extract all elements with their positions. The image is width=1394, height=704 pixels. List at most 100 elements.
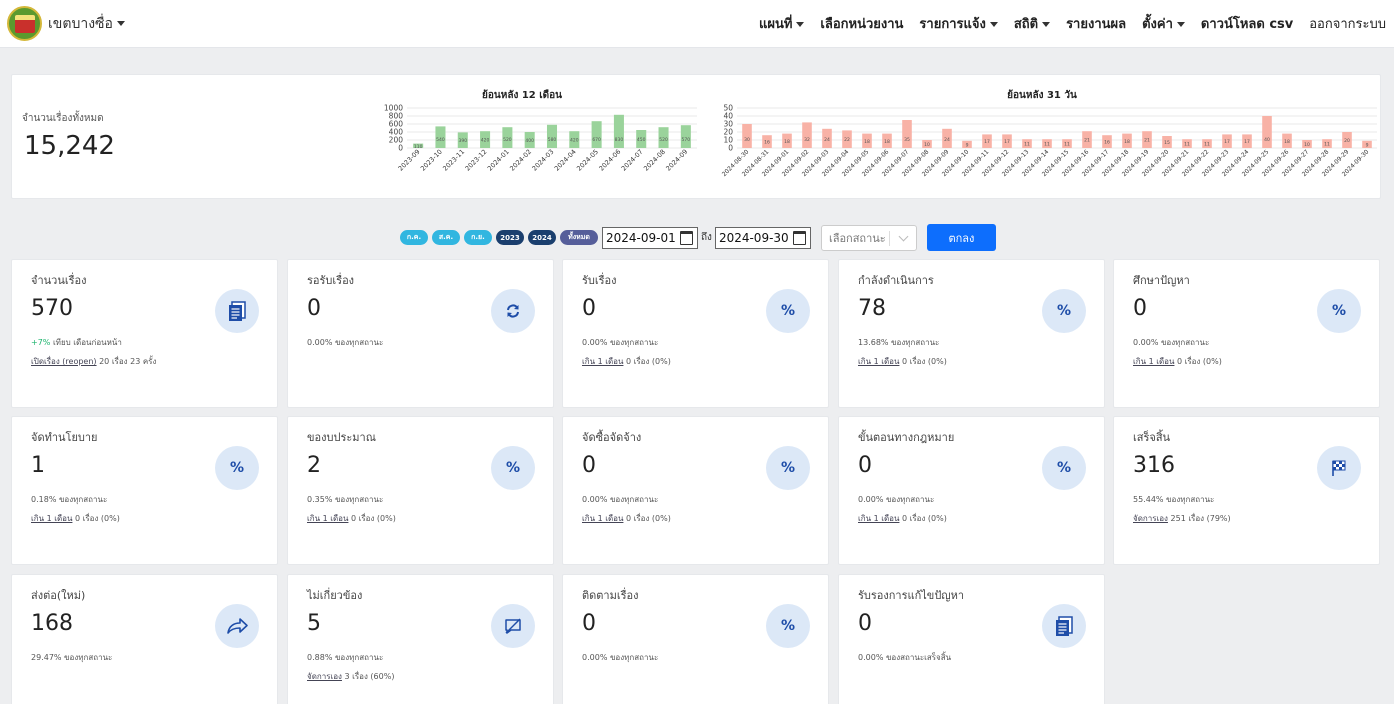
nav-item-5[interactable]: ตั้งค่า — [1142, 13, 1185, 34]
daily-bar-chart: 01020304050302024-08-30162024-08-3118202… — [721, 104, 1377, 178]
stat-link[interactable]: เกิน 1 เดือน — [582, 514, 624, 523]
bar — [862, 133, 872, 148]
stat-title: รับรองการแก้ไขปัญหา — [858, 589, 965, 602]
bar — [1122, 133, 1132, 148]
overview-card: จำนวนเรื่องทั้งหมด 15,242 ย้อนหลัง 12 เด… — [11, 74, 1381, 199]
stat-value: 0 — [1133, 296, 1147, 321]
y-tick-label: 800 — [389, 112, 404, 121]
nav-item-label: รายงานผล — [1066, 16, 1127, 32]
stat-subtext: 0.00% ของทุกสถานะ — [582, 493, 658, 506]
stat-link[interactable]: จัดการเอง — [307, 672, 342, 681]
bar — [1202, 139, 1212, 148]
x-tick-label: 2024-08 — [642, 148, 667, 173]
bar — [636, 130, 647, 148]
nav-item-2[interactable]: รายการแจ้ง — [919, 13, 998, 34]
stat-link-detail: 0 เรื่อง (0%) — [623, 514, 671, 523]
bar-data-label: 450 — [637, 137, 646, 143]
stat-link-detail: 0 เรื่อง (0%) — [899, 514, 947, 523]
bar-data-label: 11 — [1184, 142, 1190, 148]
nav-item-3[interactable]: สถิติ — [1014, 13, 1051, 34]
y-tick-label: 10 — [723, 136, 733, 145]
stat-card: รับเรื่อง 0 0.00% ของทุกสถานะ เกิน 1 เดือน … — [562, 259, 829, 408]
period-pill[interactable]: ทั้งหมด — [560, 230, 598, 245]
bar — [613, 114, 624, 148]
stat-link[interactable]: เกิน 1 เดือน — [858, 357, 900, 366]
nav-item-1[interactable]: เลือกหน่วยงาน — [820, 13, 903, 34]
nav-item-4[interactable]: รายงานผล — [1066, 13, 1126, 34]
stat-subtext-label: 55.44% ของทุกสถานะ — [1133, 495, 1215, 504]
x-tick-label: 2023-11 — [441, 148, 466, 173]
bar — [1002, 134, 1012, 148]
period-pill[interactable]: 2023 — [496, 230, 524, 245]
stat-link[interactable]: เกิน 1 เดือน — [307, 514, 349, 523]
stat-value: 0 — [582, 611, 596, 636]
bar — [902, 120, 912, 148]
stat-link[interactable]: เกิน 1 เดือน — [31, 514, 73, 523]
stat-subtext: 0.00% ของสถานะเสร็จสิ้น — [858, 651, 951, 664]
y-tick-label: 0 — [728, 144, 733, 153]
calendar-icon[interactable] — [680, 230, 693, 245]
submit-button[interactable]: ตกลง — [926, 224, 996, 251]
bar — [922, 140, 932, 148]
stat-link[interactable]: เกิน 1 เดือน — [858, 514, 900, 523]
bar — [1242, 134, 1252, 148]
stat-link[interactable]: จัดการเอง — [1133, 514, 1168, 523]
chevron-down-icon — [1176, 21, 1185, 27]
bar-data-label: 35 — [904, 137, 910, 143]
date-to-label: ถึง — [701, 232, 712, 243]
percent-icon: % — [1317, 289, 1361, 333]
stat-link-detail: 0 เรื่อง (0%) — [72, 514, 120, 523]
stat-link-row: จัดการเอง 251 เรื่อง (79%) — [1133, 512, 1231, 525]
percent-icon: % — [766, 604, 810, 648]
period-pill[interactable]: 2024 — [528, 230, 556, 245]
bar — [1362, 140, 1372, 148]
stat-title: กำลังดำเนินการ — [858, 274, 934, 287]
stat-subtext-label: 0.00% ของทุกสถานะ — [1133, 338, 1210, 347]
stat-subtext-label: 0.00% ของสถานะเสร็จสิ้น — [858, 653, 952, 662]
stat-link[interactable]: เกิน 1 เดือน — [1133, 357, 1175, 366]
period-pill[interactable]: ก.ค. — [400, 230, 428, 245]
checkered-flag-icon — [1317, 446, 1361, 490]
period-pill[interactable]: ส.ค. — [432, 230, 460, 245]
nav-item-0[interactable]: แผนที่ — [759, 13, 805, 34]
stat-title: จำนวนเรื่อง — [31, 274, 87, 287]
stat-subtext: 0.00% ของทุกสถานะ — [1133, 336, 1209, 349]
total-label: จำนวนเรื่องทั้งหมด — [22, 113, 104, 124]
stat-title: รอรับเรื่อง — [307, 274, 355, 287]
x-tick-label: 2024-03 — [531, 148, 556, 173]
monthly-chart-title: ย้อนหลัง 12 เดือน — [482, 90, 562, 101]
district-logo — [7, 6, 42, 41]
stat-link[interactable]: เกิน 1 เดือน — [582, 357, 624, 366]
nav-item-7[interactable]: ออกจากระบบ — [1309, 13, 1386, 34]
stat-subtext-label: 0.00% ของทุกสถานะ — [307, 338, 384, 347]
stat-link-row: เกิน 1 เดือน 0 เรื่อง (0%) — [31, 512, 120, 525]
stat-link[interactable]: เปิดเรื่อง (reopen) — [31, 357, 97, 366]
bar-data-label: 18 — [1124, 139, 1130, 145]
brand-dropdown[interactable]: เขตบางซื่อ — [7, 6, 125, 41]
bar-data-label: 17 — [1224, 139, 1230, 145]
bar-data-label: 18 — [884, 139, 890, 145]
stat-subtext: 0.88% ของทุกสถานะ — [307, 651, 383, 664]
status-select[interactable]: เลือกสถานะ — [820, 224, 917, 251]
bar-data-label: 16 — [1104, 140, 1110, 146]
period-pill[interactable]: ก.ย. — [464, 230, 492, 245]
bar — [1082, 131, 1092, 148]
stat-title: ศึกษาปัญหา — [1133, 274, 1190, 287]
bar-data-label: 11 — [1204, 142, 1210, 148]
bar — [802, 122, 812, 148]
date-from-value: 2024-09-01 — [606, 230, 676, 245]
date-to-input[interactable]: 2024-09-30 — [714, 226, 811, 249]
bar-data-label: 32 — [804, 137, 810, 143]
calendar-icon[interactable] — [792, 230, 806, 245]
nav-item-6[interactable]: ดาวน์โหลด csv — [1201, 13, 1293, 34]
date-from-input[interactable]: 2024-09-01 — [602, 226, 698, 249]
bar — [822, 128, 832, 148]
period-pills: ก.ค. ส.ค. ก.ย. 2023 2024 ทั้งหมด — [400, 230, 602, 245]
stat-link-detail: 0 เรื่อง (0%) — [623, 357, 671, 366]
stat-subtext: 0.18% ของทุกสถานะ — [31, 493, 107, 506]
nav-item-label: เลือกหน่วยงาน — [820, 16, 904, 32]
bar-data-label: 540 — [436, 137, 445, 143]
total-value: 15,242 — [24, 131, 115, 161]
stat-link-row: เกิน 1 เดือน 0 เรื่อง (0%) — [1133, 355, 1222, 368]
stat-subtext-label: 0.88% ของทุกสถานะ — [307, 653, 384, 662]
